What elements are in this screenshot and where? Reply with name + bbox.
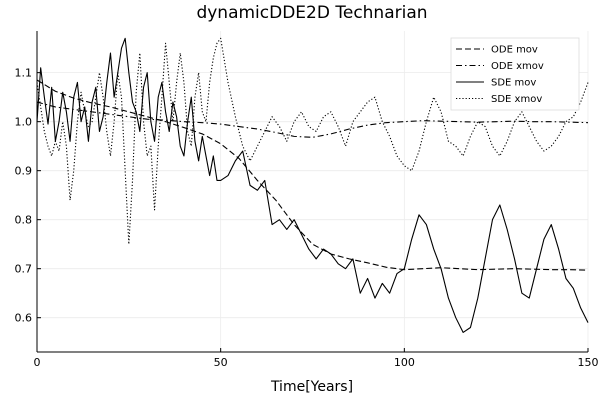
- legend-label-sde-xmov: SDE xmov: [491, 94, 542, 105]
- x-tick-label-150: 150: [578, 356, 599, 369]
- legend-label-ode-mov: ODE mov: [491, 45, 538, 56]
- axes: [36, 31, 588, 353]
- y-axis-ticks: 0.6 0.7 0.8 0.9 1.0 1.1: [15, 67, 41, 325]
- x-axis-label: Time[Years]: [270, 379, 353, 395]
- y-tick-label-0.6: 0.6: [15, 312, 33, 325]
- series-line-sde-xmov: [36, 37, 589, 245]
- legend: ODE mov ODE xmov SDE mov SDE xmov: [450, 37, 580, 111]
- x-tick-label-0: 0: [34, 356, 41, 369]
- y-tick-label-1.1: 1.1: [15, 67, 33, 80]
- series-line-sde-mov: [36, 37, 589, 333]
- chart-title: dynamicDDE2D Technarian: [196, 3, 427, 23]
- series-layer: [36, 37, 589, 333]
- x-axis-ticks: 0 50 100 150: [34, 348, 599, 369]
- y-tick-label-0.8: 0.8: [15, 214, 33, 227]
- y-tick-label-0.9: 0.9: [15, 165, 33, 178]
- legend-label-ode-xmov: ODE xmov: [491, 61, 544, 72]
- y-tick-label-0.7: 0.7: [15, 263, 33, 276]
- legend-label-sde-mov: SDE mov: [491, 78, 536, 89]
- y-tick-label-1.0: 1.0: [15, 116, 33, 129]
- x-tick-label-100: 100: [394, 356, 415, 369]
- x-tick-label-50: 50: [214, 356, 228, 369]
- series-line-ode-xmov: [36, 101, 589, 138]
